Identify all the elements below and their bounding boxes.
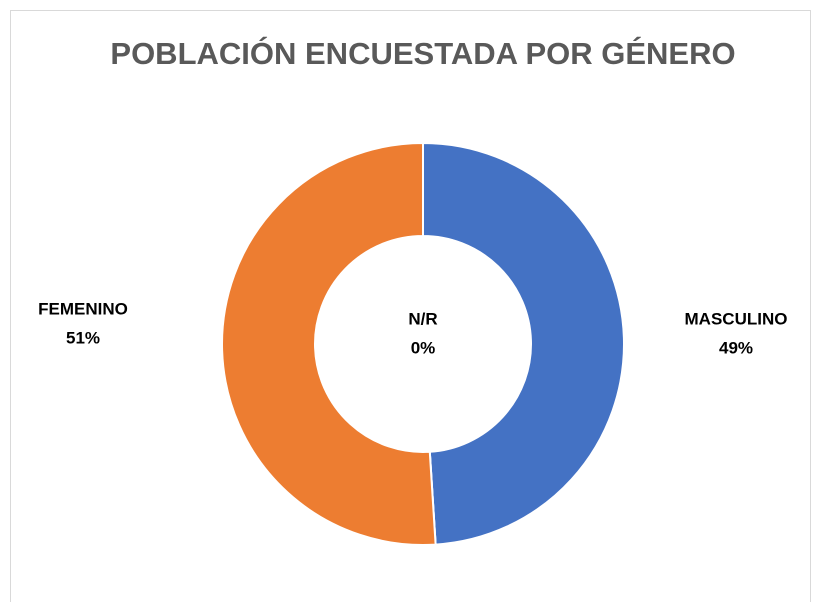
data-label-name: MASCULINO: [685, 309, 788, 328]
donut-segment: [220, 141, 437, 546]
data-label-name: FEMENINO: [38, 299, 128, 318]
data-label-value: 0%: [411, 338, 436, 357]
data-label-name: N/R: [408, 309, 437, 328]
chart-title: POBLACIÓN ENCUESTADA POR GÉNERO: [110, 35, 735, 71]
donut-segment: [422, 141, 625, 546]
data-label-value: 49%: [719, 338, 753, 357]
data-label-value: 51%: [66, 328, 100, 347]
